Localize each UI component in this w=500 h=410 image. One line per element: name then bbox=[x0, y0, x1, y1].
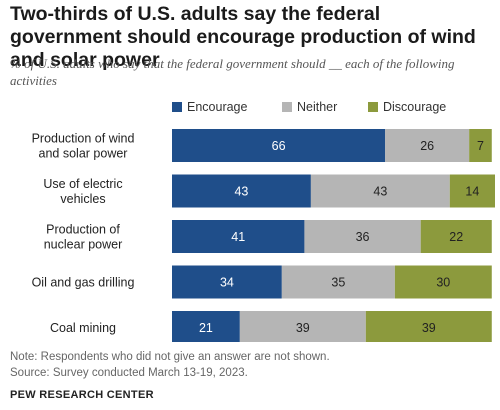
legend-swatch-discourage bbox=[368, 102, 378, 112]
bar-segment-discourage bbox=[420, 220, 492, 253]
data-label: 36 bbox=[356, 230, 370, 244]
note: Note: Respondents who did not give an an… bbox=[10, 351, 330, 363]
data-label: 7 bbox=[477, 139, 484, 153]
data-label: 41 bbox=[231, 230, 245, 244]
bar-segment-neither bbox=[304, 220, 421, 253]
bar-segment-neither bbox=[281, 265, 395, 299]
legend-item-neither: Neither bbox=[282, 100, 337, 114]
legend-item-discourage: Discourage bbox=[368, 100, 446, 114]
data-label: 14 bbox=[465, 185, 479, 199]
data-label: 35 bbox=[331, 276, 345, 290]
bar-segment-discourage bbox=[365, 311, 492, 342]
bar-segment-encourage bbox=[172, 220, 305, 253]
bar-segment-neither bbox=[239, 311, 366, 342]
data-label: 34 bbox=[220, 276, 234, 290]
category-label: Production of nuclear power bbox=[44, 223, 123, 252]
data-label: 43 bbox=[234, 185, 248, 199]
brand-logo-text: PEW RESEARCH CENTER bbox=[10, 389, 154, 401]
category-label: Use of electric vehicles bbox=[43, 177, 122, 206]
data-label: 66 bbox=[272, 139, 286, 153]
chart-title: Two-thirds of U.S. adults say the federa… bbox=[10, 3, 476, 71]
category-label: Production of wind and solar power bbox=[32, 132, 135, 161]
bar-segment-encourage bbox=[172, 265, 282, 299]
category-label: Oil and gas drilling bbox=[32, 276, 135, 290]
category-label: Coal mining bbox=[50, 321, 116, 335]
legend: Encourage Neither Discourage bbox=[0, 100, 500, 118]
data-label: 21 bbox=[199, 321, 213, 335]
data-label: 22 bbox=[449, 230, 463, 244]
legend-label-neither: Neither bbox=[297, 100, 338, 114]
legend-swatch-neither bbox=[282, 102, 292, 112]
bar-segment-discourage bbox=[469, 129, 492, 162]
bar-segment-neither bbox=[310, 174, 450, 208]
data-label: 43 bbox=[373, 185, 387, 199]
bar-segment-encourage bbox=[172, 174, 311, 208]
stacked-bar-chart: Production of wind and solar power 66 26 7 Us… bbox=[32, 129, 495, 342]
data-label: 30 bbox=[436, 276, 450, 290]
chart-subtitle: % of U.S. adults who say that the federa… bbox=[10, 56, 455, 88]
source: Source: Survey conducted March 13-19, 20… bbox=[10, 367, 248, 379]
bar-segment-neither bbox=[385, 129, 470, 162]
legend-item-encourage: Encourage bbox=[172, 100, 247, 114]
legend-label-discourage: Discourage bbox=[383, 100, 447, 114]
data-label: 39 bbox=[296, 321, 310, 335]
bar-segment-encourage bbox=[172, 311, 240, 342]
bar-segment-discourage bbox=[449, 174, 495, 208]
bar-segment-discourage bbox=[394, 265, 492, 299]
legend-swatch-encourage bbox=[172, 102, 182, 112]
data-label: 26 bbox=[420, 139, 434, 153]
bar-segment-encourage bbox=[172, 129, 386, 162]
legend-label-encourage: Encourage bbox=[187, 100, 248, 114]
data-label: 39 bbox=[422, 321, 436, 335]
